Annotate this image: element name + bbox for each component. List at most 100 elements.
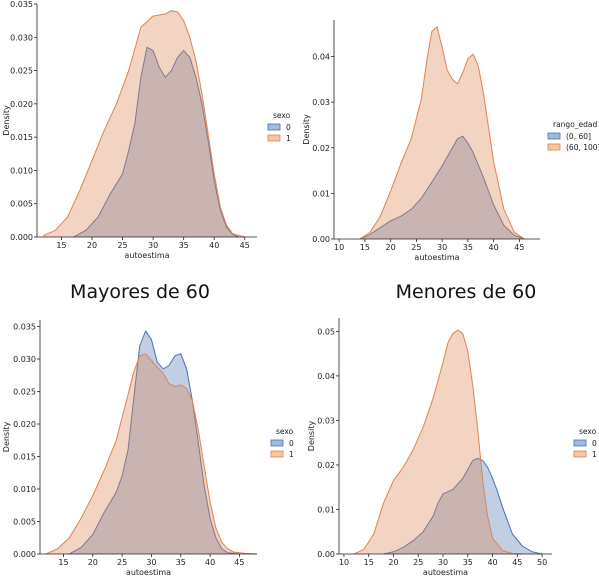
- legend-swatch-0: [573, 439, 587, 447]
- y-tick-label: 0.005: [13, 518, 36, 527]
- y-tick-label: 0.020: [13, 420, 36, 429]
- x-tick-label: 15: [364, 558, 374, 567]
- density-area-series-0: [73, 47, 239, 237]
- density-line-series-0: [69, 330, 240, 555]
- x-tick-label: 15: [56, 241, 66, 250]
- x-tick-label: 40: [205, 558, 215, 567]
- density-line-series-0: [359, 135, 525, 240]
- legend-label-1: (60, 100]: [566, 143, 599, 152]
- chart-bottom-left: 15 20 25 30 35 40 45 0.000 0.005 0.010 0.015 0.020 0…: [2, 320, 294, 576]
- x-tick-label: 20: [88, 558, 98, 567]
- x-tick-label: 25: [413, 558, 423, 567]
- x-tick-label: 10: [339, 558, 349, 567]
- legend: rango_edad (0, 60] (60, 100]: [547, 120, 599, 152]
- y-tick-label: 0.00: [317, 550, 335, 559]
- x-tick-label: 30: [146, 558, 156, 567]
- density-area-series-1: [43, 10, 245, 238]
- density-area-series-1: [353, 330, 523, 554]
- y-axis-label: Density: [302, 114, 311, 145]
- legend-swatch-1: [547, 143, 561, 151]
- y-tick-label: 0.01: [312, 189, 330, 198]
- legend-swatch-1: [267, 134, 281, 142]
- x-tick-label: 40: [487, 558, 497, 567]
- legend-label-1: 1: [286, 134, 291, 143]
- x-tick-label: 30: [148, 241, 158, 250]
- y-tick-label: 0.000: [13, 550, 36, 559]
- y-tick-label: 0.015: [13, 453, 36, 462]
- x-tick-label: 40: [209, 241, 219, 250]
- x-axis-label: autoestima: [124, 251, 169, 260]
- density-area-series-0: [69, 331, 240, 554]
- chart-bottom-right: 10 15 20 25 30 35 40 45 500.000.010.020.030.040.…: [307, 318, 597, 576]
- y-tick-label: 0.025: [13, 388, 36, 397]
- y-tick-label: 0.005: [10, 200, 33, 209]
- density-line-series-0: [383, 457, 543, 555]
- density-area-series-0: [383, 458, 543, 554]
- legend-label-0: 0: [286, 123, 291, 132]
- density-line-series-1: [45, 353, 258, 555]
- y-axis-label: Density: [2, 422, 11, 453]
- density-line-series-1: [353, 329, 523, 555]
- x-tick-label: 35: [179, 241, 189, 250]
- y-tick-label: 0.025: [10, 67, 33, 76]
- density-line-series-1: [42, 10, 245, 238]
- x-tick-label: 45: [514, 243, 524, 252]
- density-area-series-1: [45, 353, 258, 554]
- y-tick-label: 0.035: [13, 323, 36, 332]
- heading-right: Menores de 60: [396, 281, 537, 303]
- x-tick-label: 35: [463, 558, 473, 567]
- x-tick-label: 20: [388, 558, 398, 567]
- x-tick-label: 45: [234, 558, 244, 567]
- x-tick-label: 50: [537, 558, 547, 567]
- x-tick-label: 30: [437, 243, 447, 252]
- y-tick-label: 0.00: [312, 235, 330, 244]
- legend-swatch-0: [270, 439, 284, 447]
- y-tick-label: 0.030: [10, 33, 33, 42]
- legend-swatch-0: [267, 123, 281, 131]
- y-tick-label: 0.02: [317, 461, 335, 470]
- heading-left: Mayores de 60: [70, 281, 210, 303]
- legend-label-1: 1: [289, 450, 294, 459]
- x-tick-label: 25: [411, 243, 421, 252]
- x-tick-label: 30: [438, 558, 448, 567]
- x-tick-label: 20: [386, 243, 396, 252]
- y-tick-label: 0.04: [317, 372, 335, 381]
- y-tick-label: 0.03: [312, 98, 330, 107]
- x-axis-label: autoestima: [423, 568, 468, 576]
- y-tick-label: 0.030: [13, 355, 36, 364]
- x-tick-label: 20: [87, 241, 97, 250]
- y-tick-label: 0.01: [317, 505, 335, 514]
- legend-swatch-1: [573, 450, 587, 458]
- legend-label-0: 0: [592, 439, 597, 448]
- density-line-series-1: [359, 25, 525, 240]
- y-tick-label: 0.04: [312, 53, 330, 62]
- legend-swatch-1: [270, 450, 284, 458]
- y-axis-label: Density: [2, 105, 11, 136]
- chart-top-left: 15 20 25 30 35 40 45 0.000 0.005 0.010 0.015 0.020 0…: [2, 0, 291, 260]
- y-tick-label: 0.020: [10, 100, 33, 109]
- legend-title: rango_edad: [553, 120, 598, 129]
- density-area-series-1: [359, 26, 525, 239]
- x-axis-label: autoestima: [126, 568, 171, 576]
- legend-label-0: (0, 60]: [566, 132, 591, 141]
- legend: sexo 0 1: [267, 111, 291, 143]
- x-axis-label: autoestima: [414, 253, 459, 262]
- chart-top-right: 10 15 20 25 30 35 40 45 0.00 0.01 0.02 0.03 0.04 auto…: [302, 20, 599, 262]
- x-tick-label: 45: [512, 558, 522, 567]
- x-tick-label: 35: [463, 243, 473, 252]
- y-tick-label: 0.02: [312, 144, 330, 153]
- y-axis-label: Density: [307, 421, 316, 452]
- y-tick-label: 0.010: [10, 166, 33, 175]
- legend-title: sexo: [273, 111, 291, 120]
- x-tick-label: 15: [58, 558, 68, 567]
- legend-label-1: 1: [592, 450, 597, 459]
- y-tick-label: 0.03: [317, 416, 335, 425]
- legend-title: sexo: [579, 427, 597, 436]
- legend: sexo 0 1: [573, 427, 597, 459]
- x-tick-label: 25: [117, 241, 127, 250]
- legend: sexo 0 1: [270, 427, 294, 459]
- y-tick-label: 0.010: [13, 485, 36, 494]
- x-tick-label: 25: [117, 558, 127, 567]
- legend-swatch-0: [547, 132, 561, 140]
